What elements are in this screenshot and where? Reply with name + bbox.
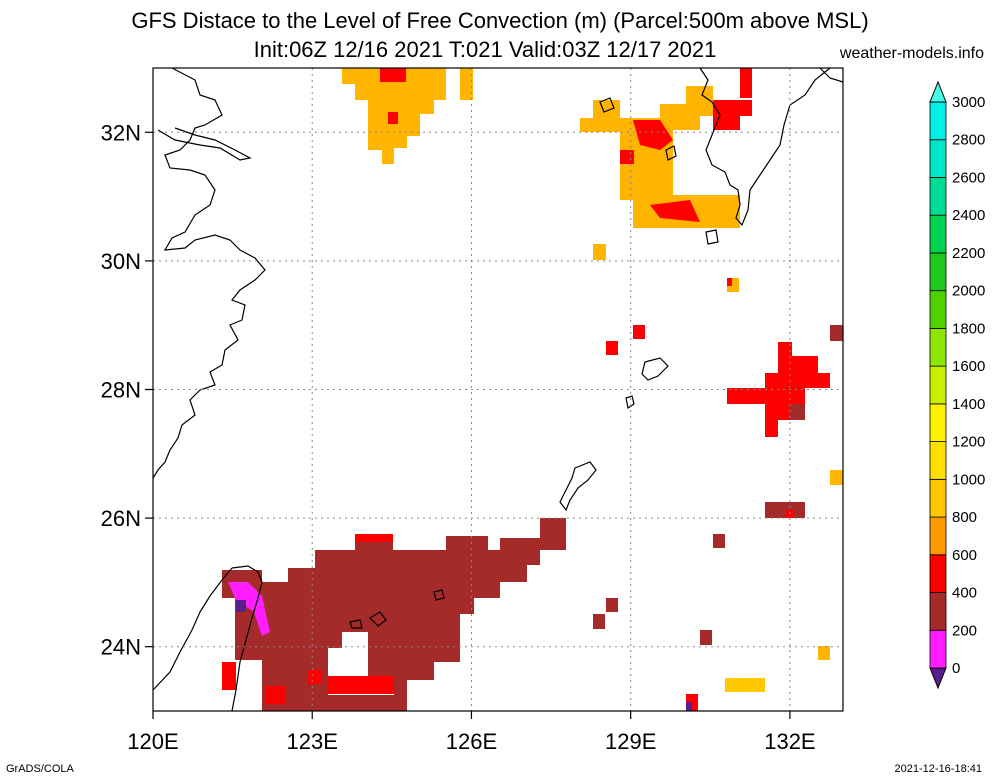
- colorbar-segment: [929, 554, 947, 593]
- taiwan: [152, 565, 263, 712]
- colorbar-label: 600: [952, 547, 977, 564]
- colorbar-segment: [929, 516, 947, 556]
- lfc-magenta: [228, 582, 270, 636]
- lfc-area-south: [222, 518, 566, 711]
- site-label: weather-models.info: [839, 45, 984, 62]
- lat-tick-label: 30N: [101, 249, 141, 274]
- lfc-orange-ne: [580, 86, 740, 228]
- lon-tick-label: 126E: [446, 729, 497, 754]
- lfc-red-s4: [308, 670, 322, 684]
- lfc-red-p1: [633, 325, 645, 339]
- lfc-red-s5: [355, 534, 393, 542]
- lon-tick-label: 123E: [287, 729, 338, 754]
- lfc-red-p2: [606, 341, 618, 355]
- lfc-orange-p9: [818, 646, 830, 660]
- colorbar-segment: [929, 441, 947, 480]
- colorbar-label: 1600: [952, 358, 985, 375]
- colorbar-label: 200: [952, 622, 977, 639]
- ryukyu-okinawa: [559, 461, 597, 512]
- lfc-darkred-p3: [765, 502, 805, 518]
- graticule: [153, 68, 843, 711]
- lfc-orange-n2: [460, 68, 473, 100]
- shikoku-edge: [819, 67, 844, 83]
- lat-tick-label: 32N: [101, 120, 141, 145]
- lfc-darkred-p7: [593, 614, 605, 629]
- amami: [641, 357, 669, 381]
- yakushima: [599, 97, 615, 113]
- map-subtitle: Init:06Z 12/16 2021 T:021 Valid:03Z 12/1…: [253, 37, 717, 62]
- lfc-red-ne1: [740, 68, 752, 98]
- colorbar-segment: [929, 139, 947, 178]
- colorbar-segment: [929, 403, 947, 443]
- colorbar-segment: [929, 177, 947, 216]
- colorbar-segment: [929, 327, 947, 367]
- lon-tick-label: 120E: [127, 729, 178, 754]
- lfc-red-n2: [388, 112, 398, 124]
- lfc-darkred-east: [790, 404, 805, 420]
- colorbar-label: 2800: [952, 132, 985, 149]
- colorbar-label: 2600: [952, 169, 985, 186]
- colorbar-under-triangle: [929, 667, 947, 690]
- colorbar-label: 1400: [952, 396, 985, 413]
- yaeyama-1: [369, 611, 387, 627]
- footer-timestamp: 2021-12-16-18:41: [894, 763, 982, 775]
- colorbar-segment: [929, 214, 947, 254]
- lfc-hole-2: [342, 632, 368, 648]
- colorbar-label: 3000: [952, 94, 985, 111]
- lfc-orange-p10: [725, 678, 765, 692]
- colorbar: 0 200 400 600 800 1000 1200 1400 1600 1800 2000 220…: [929, 80, 985, 690]
- lfc-darkred-p8: [700, 630, 712, 645]
- lfc-purple: [236, 600, 246, 612]
- lfc-red-s2: [222, 662, 236, 690]
- colorbar-label: 800: [952, 509, 977, 526]
- axis-ticks: 120E 123E 126E 129E 132E 24N 26N 28N 30N 32N: [101, 120, 816, 754]
- colorbar-label: 2000: [952, 283, 985, 300]
- lfc-red-ne3: [633, 120, 673, 150]
- colorbar-label: 2200: [952, 245, 985, 262]
- goto: [665, 145, 677, 161]
- colorbar-label: 1800: [952, 320, 985, 337]
- lon-tick-label: 129E: [605, 729, 656, 754]
- lfc-purple-p11: [686, 702, 692, 711]
- colorbar-segment: [929, 290, 947, 329]
- lfc-red-ne2: [713, 100, 752, 130]
- colorbar-segment: [929, 365, 947, 405]
- colorbar-segment: [929, 252, 947, 292]
- colorbar-label: 0: [952, 660, 960, 677]
- colorbar-segment: [929, 592, 947, 631]
- colorbar-segment: [929, 478, 947, 518]
- lat-tick-label: 24N: [101, 635, 141, 660]
- colorbar-over-triangle: [929, 80, 947, 103]
- colorbar-segment: [929, 101, 947, 141]
- lfc-red-n1: [380, 68, 406, 82]
- lfc-red-s3: [266, 686, 286, 704]
- lon-tick-label: 132E: [764, 729, 815, 754]
- colorbar-segment: [929, 629, 947, 669]
- lfc-red-ne5: [620, 150, 634, 164]
- tokara: [625, 395, 635, 409]
- lat-tick-label: 28N: [101, 378, 141, 403]
- china-coast: [152, 67, 266, 479]
- lfc-red-ne4: [650, 200, 700, 222]
- lfc-darkred-p5: [713, 534, 725, 548]
- tanegashima: [705, 229, 719, 245]
- lfc-darkred-p6: [606, 598, 618, 612]
- yaeyama-2: [349, 619, 363, 629]
- miyako: [433, 589, 445, 601]
- colorbar-label: 1200: [952, 434, 985, 451]
- yangtze-estuary: [157, 127, 252, 161]
- footer-credit: GrADS/COLA: [6, 763, 74, 775]
- lfc-red-s1: [328, 676, 394, 694]
- lfc-red-ne8: [727, 278, 732, 286]
- colorbar-label: 400: [952, 585, 977, 602]
- lfc-darkred-edge: [830, 325, 843, 341]
- colorbar-label: 1000: [952, 471, 985, 488]
- lfc-orange-p4: [830, 470, 843, 485]
- lfc-orange-ne6: [593, 244, 606, 260]
- colorbar-label: 2400: [952, 207, 985, 224]
- map-title: GFS Distace to the Level of Free Convect…: [131, 8, 869, 33]
- lat-tick-label: 26N: [101, 506, 141, 531]
